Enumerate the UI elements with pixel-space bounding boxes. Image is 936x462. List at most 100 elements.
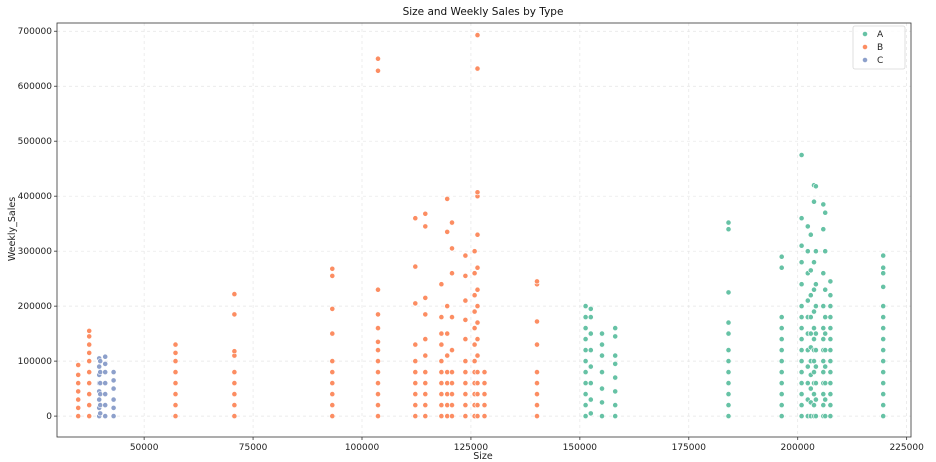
data-point [110, 369, 117, 375]
data-point [813, 330, 819, 337]
data-point [820, 201, 827, 208]
data-point [86, 402, 93, 408]
data-point [778, 380, 785, 386]
data-point [422, 380, 429, 386]
data-point [444, 391, 451, 397]
data-point [375, 347, 381, 353]
y-axis-ticks: 0 100000 200000 300000 400000 500000 600000 700… [18, 27, 57, 422]
data-point [778, 347, 785, 353]
data-point [471, 270, 478, 277]
data-point [582, 303, 589, 309]
data-point [778, 369, 785, 375]
data-point [820, 402, 827, 408]
data-point [102, 413, 109, 419]
data-point [329, 380, 336, 386]
data-point [798, 259, 805, 266]
data-point [880, 358, 887, 364]
data-point [811, 325, 817, 331]
data-point [86, 349, 93, 356]
legend-label: B [877, 43, 883, 53]
data-point [587, 380, 594, 386]
data-point [444, 303, 451, 309]
data-point [582, 347, 589, 353]
data-point [438, 341, 445, 348]
data-point [880, 325, 887, 331]
data-point [813, 303, 819, 309]
data-point [449, 245, 455, 252]
data-point [474, 413, 481, 419]
data-point [827, 358, 834, 364]
data-point [412, 215, 419, 222]
data-point [587, 363, 594, 370]
data-point [102, 353, 109, 360]
data-point [474, 32, 481, 38]
data-point [172, 413, 179, 419]
data-point [587, 347, 594, 353]
series-a [582, 152, 887, 419]
data-point [798, 152, 805, 158]
data-point [822, 286, 829, 293]
data-point [725, 369, 732, 375]
x-tick-label: 150000 [563, 443, 598, 453]
data-point [587, 396, 594, 403]
data-point [880, 303, 887, 309]
data-point [827, 380, 834, 386]
data-point [462, 402, 469, 408]
data-point [725, 358, 732, 364]
legend-marker [862, 31, 868, 37]
data-point [534, 391, 540, 397]
data-point [474, 286, 481, 293]
data-point [86, 327, 93, 334]
data-point [534, 402, 540, 408]
data-point [375, 325, 381, 331]
data-point [813, 347, 819, 353]
data-point [97, 358, 104, 364]
grid-lines [57, 23, 911, 437]
data-point [798, 303, 805, 309]
data-point [612, 388, 619, 395]
data-point [449, 347, 455, 353]
data-point [96, 396, 103, 403]
data-point [422, 223, 429, 230]
data-point [798, 391, 805, 397]
data-point [587, 314, 594, 320]
data-point [422, 336, 429, 342]
data-point [474, 303, 481, 309]
data-point [880, 314, 887, 320]
data-point [811, 198, 817, 205]
data-point [582, 369, 589, 375]
data-point [880, 336, 887, 342]
data-point [329, 358, 336, 364]
data-point [822, 396, 829, 403]
data-point [827, 325, 834, 331]
data-point [820, 226, 827, 233]
data-point [449, 219, 455, 226]
data-point [811, 402, 817, 408]
data-point [820, 369, 827, 375]
data-point [375, 338, 381, 345]
data-point [471, 358, 478, 364]
data-point [880, 402, 887, 408]
data-point [811, 391, 817, 397]
data-point [449, 380, 455, 386]
legend-label: C [877, 56, 883, 66]
data-point [778, 358, 785, 364]
data-point [449, 369, 455, 375]
data-point [725, 413, 732, 419]
data-point [474, 65, 481, 72]
data-point [449, 270, 455, 277]
data-point [438, 391, 445, 397]
data-point [582, 314, 589, 320]
data-point [880, 264, 887, 271]
data-point [462, 336, 469, 342]
x-tick-label: 175000 [672, 443, 707, 453]
data-point [474, 189, 481, 196]
data-point [110, 385, 117, 392]
data-point [462, 413, 469, 419]
data-point [880, 391, 887, 397]
data-point [599, 369, 605, 375]
y-tick-label: 100000 [18, 357, 53, 367]
data-point [444, 195, 451, 202]
data-point [807, 231, 814, 238]
